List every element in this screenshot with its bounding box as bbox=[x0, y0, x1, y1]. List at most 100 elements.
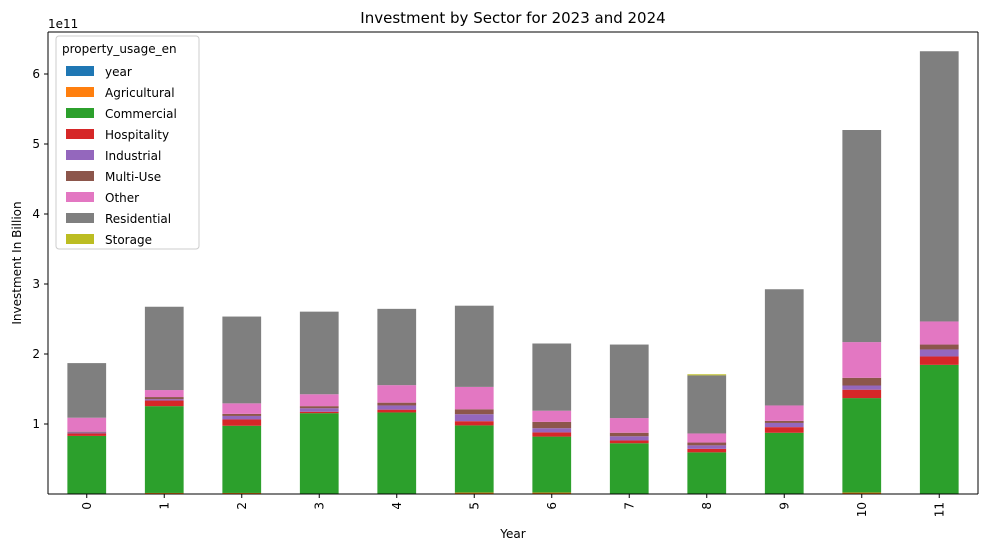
bar-multi-use-7 bbox=[610, 433, 649, 437]
bar-other-1 bbox=[145, 390, 184, 397]
bar-multi-use-6 bbox=[532, 422, 571, 428]
x-tick-label: 3 bbox=[312, 502, 326, 510]
bar-hospitality-0 bbox=[67, 433, 106, 435]
bar-residential-1 bbox=[145, 307, 184, 390]
bar-other-5 bbox=[455, 387, 494, 409]
bar-other-2 bbox=[222, 403, 261, 414]
bar-commercial-5 bbox=[455, 425, 494, 492]
bar-residential-5 bbox=[455, 306, 494, 387]
bar-industrial-8 bbox=[687, 445, 726, 449]
bar-hospitality-10 bbox=[842, 390, 881, 398]
legend-swatch-industrial bbox=[66, 150, 94, 160]
bar-hospitality-5 bbox=[455, 421, 494, 425]
bar-commercial-1 bbox=[145, 406, 184, 493]
bar-commercial-11 bbox=[920, 365, 959, 494]
legend-swatch-year bbox=[66, 66, 94, 76]
bar-industrial-2 bbox=[222, 416, 261, 420]
legend-entry-hospitality: Hospitality bbox=[105, 128, 169, 142]
bar-commercial-8 bbox=[687, 452, 726, 493]
bar-industrial-4 bbox=[377, 405, 416, 409]
y-axis-label: Investment In Billion bbox=[10, 201, 24, 324]
legend-swatch-other bbox=[66, 192, 94, 202]
bar-hospitality-6 bbox=[532, 432, 571, 436]
legend-entry-commercial: Commercial bbox=[105, 107, 177, 121]
legend-entry-other: Other bbox=[105, 191, 139, 205]
legend-swatch-residential bbox=[66, 213, 94, 223]
legend-entry-agricultural: Agricultural bbox=[105, 86, 175, 100]
bar-commercial-2 bbox=[222, 426, 261, 493]
bar-industrial-5 bbox=[455, 414, 494, 421]
x-tick-label: 8 bbox=[700, 502, 714, 510]
bar-residential-11 bbox=[920, 51, 959, 321]
bar-multi-use-4 bbox=[377, 403, 416, 406]
bar-multi-use-2 bbox=[222, 414, 261, 416]
y-tick-label: 5 bbox=[32, 137, 40, 151]
bar-other-3 bbox=[300, 394, 339, 406]
legend-title: property_usage_en bbox=[62, 42, 177, 56]
bar-multi-use-9 bbox=[765, 421, 804, 423]
x-tick-label: 10 bbox=[855, 502, 869, 517]
bar-industrial-9 bbox=[765, 423, 804, 427]
bar-industrial-3 bbox=[300, 408, 339, 412]
bar-commercial-9 bbox=[765, 433, 804, 494]
y-tick-label: 3 bbox=[32, 277, 40, 291]
y-tick-label: 2 bbox=[32, 347, 40, 361]
bar-residential-9 bbox=[765, 289, 804, 405]
bar-other-9 bbox=[765, 405, 804, 420]
bar-industrial-10 bbox=[842, 386, 881, 390]
x-tick-label: 9 bbox=[777, 502, 791, 510]
x-tick-label: 11 bbox=[932, 502, 946, 517]
bar-multi-use-8 bbox=[687, 443, 726, 446]
bar-commercial-6 bbox=[532, 437, 571, 493]
bar-residential-3 bbox=[300, 312, 339, 395]
bar-other-6 bbox=[532, 411, 571, 422]
bar-commercial-3 bbox=[300, 413, 339, 494]
bar-hospitality-2 bbox=[222, 419, 261, 425]
bar-industrial-0 bbox=[67, 432, 106, 433]
bar-multi-use-5 bbox=[455, 409, 494, 414]
legend-entry-year: year bbox=[105, 65, 132, 79]
bar-residential-2 bbox=[222, 317, 261, 404]
x-tick-label: 6 bbox=[545, 502, 559, 510]
bar-hospitality-8 bbox=[687, 449, 726, 453]
bar-other-11 bbox=[920, 321, 959, 344]
legend-swatch-storage bbox=[66, 234, 94, 244]
bar-residential-4 bbox=[377, 309, 416, 385]
bar-industrial-11 bbox=[920, 349, 959, 356]
bar-hospitality-1 bbox=[145, 401, 184, 407]
chart-title: Investment by Sector for 2023 and 2024 bbox=[360, 9, 665, 27]
bar-residential-8 bbox=[687, 375, 726, 433]
bars-layer bbox=[67, 51, 958, 494]
legend-swatch-agricultural bbox=[66, 87, 94, 97]
bar-residential-6 bbox=[532, 344, 571, 411]
legend-entry-storage: Storage bbox=[105, 233, 152, 247]
legend-swatch-commercial bbox=[66, 108, 94, 118]
bar-commercial-7 bbox=[610, 443, 649, 493]
bar-industrial-7 bbox=[610, 436, 649, 440]
bar-multi-use-10 bbox=[842, 378, 881, 386]
bar-multi-use-3 bbox=[300, 406, 339, 408]
bar-commercial-0 bbox=[67, 436, 106, 494]
bar-hospitality-9 bbox=[765, 427, 804, 433]
bar-residential-0 bbox=[67, 363, 106, 418]
x-tick-label: 5 bbox=[467, 502, 481, 510]
y-tick-label: 6 bbox=[32, 67, 40, 81]
bar-residential-10 bbox=[842, 130, 881, 342]
bar-other-10 bbox=[842, 342, 881, 378]
bar-other-4 bbox=[377, 385, 416, 403]
y-tick-label: 4 bbox=[32, 207, 40, 221]
bar-other-0 bbox=[67, 418, 106, 432]
bar-commercial-10 bbox=[842, 398, 881, 493]
legend-entry-multi-use: Multi-Use bbox=[105, 170, 161, 184]
legend-swatch-multi-use bbox=[66, 171, 94, 181]
bar-industrial-1 bbox=[145, 399, 184, 400]
bar-commercial-4 bbox=[377, 412, 416, 493]
bar-storage-8 bbox=[687, 374, 726, 375]
bar-hospitality-4 bbox=[377, 410, 416, 413]
bar-industrial-6 bbox=[532, 428, 571, 432]
bar-hospitality-11 bbox=[920, 356, 959, 364]
bar-other-8 bbox=[687, 433, 726, 442]
